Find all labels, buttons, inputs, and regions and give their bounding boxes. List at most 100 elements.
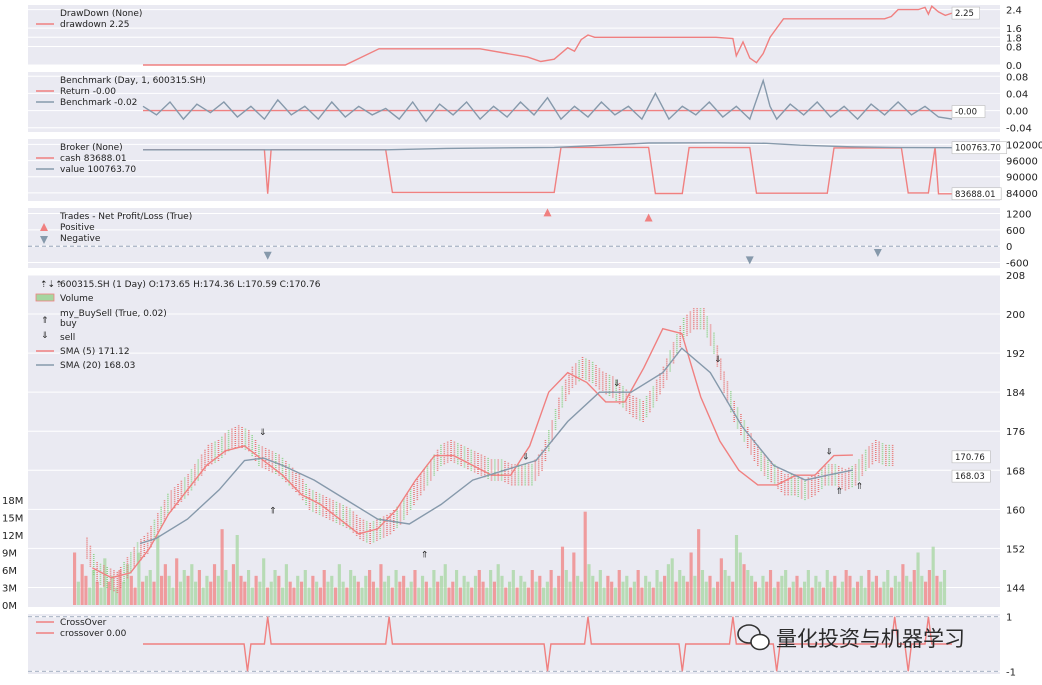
volume-bar (333, 587, 338, 605)
volume-bar (530, 570, 534, 605)
volume-bar (156, 535, 160, 605)
sell-arrow-icon: ⇓ (259, 428, 267, 438)
volume-bar (761, 575, 765, 605)
volume-bar (613, 587, 618, 605)
y-tick-label: 152 (1006, 544, 1025, 555)
volume-bar (610, 581, 614, 605)
volume-bar (886, 570, 890, 605)
volume-bar (413, 570, 417, 605)
volume-bar (670, 558, 674, 605)
volume-bar (390, 587, 394, 605)
volume-bar (163, 564, 167, 605)
volume-bar (757, 587, 761, 605)
volume-bar (874, 575, 879, 605)
volume-bar (504, 587, 508, 605)
legend-label: Negative (60, 234, 101, 244)
buy-arrow-icon: ⇑ (41, 316, 49, 326)
volume-bar (84, 575, 88, 605)
volume-bar (178, 581, 183, 605)
volume-bar (402, 575, 406, 605)
volume-bar (772, 587, 776, 605)
volume-bar (76, 581, 80, 605)
volume-bar (727, 575, 731, 605)
volume-bar (526, 587, 531, 605)
volume-bar (152, 581, 156, 605)
volume-bar (88, 587, 92, 605)
volume-bar (477, 570, 481, 605)
volume-bar (602, 587, 606, 605)
volume-bar (818, 581, 822, 605)
volume-bar (360, 587, 364, 605)
volume-bar (292, 587, 296, 605)
volume-bar (167, 575, 171, 605)
volume-bar (110, 575, 114, 605)
last-value-tag: -0.00 (955, 108, 977, 118)
y-tick-label: 102000 (1006, 140, 1042, 151)
volume-bar (523, 581, 527, 605)
volume-bar (606, 575, 610, 605)
volume-bar (220, 529, 224, 605)
volume-bar (871, 581, 875, 605)
wechat-icon-bubble (750, 633, 770, 651)
volume-bar (451, 581, 455, 605)
volume-bar (209, 581, 213, 605)
volume-bar (519, 575, 523, 605)
volume-bar (114, 587, 118, 605)
volume-bar (515, 587, 519, 605)
y-tick-label: 0.00 (1006, 107, 1028, 118)
volume-tick-label: 9M (2, 549, 17, 560)
volume-bar (447, 587, 451, 605)
volume-bar (315, 581, 319, 605)
volume-tick-label: 18M (2, 496, 23, 507)
last-value-tag-box (951, 6, 980, 20)
volume-bar (579, 581, 583, 605)
volume-bar (349, 570, 353, 605)
y-tick-label: 0.08 (1006, 72, 1028, 83)
buy-arrow-icon: ⇑ (421, 551, 429, 561)
volume-tick-label: 6M (2, 566, 17, 577)
volume-bar (564, 570, 568, 605)
volume-bar (795, 575, 799, 605)
volume-bar (246, 570, 251, 605)
y-tick-label: 1.6 (1006, 24, 1022, 35)
sell-arrow-icon: ⇓ (613, 379, 621, 389)
volume-bar (666, 564, 670, 605)
volume-bar (629, 587, 633, 605)
volume-bar (383, 581, 387, 605)
volume-bar (462, 575, 466, 605)
volume-bar (228, 581, 232, 605)
volume-bar (829, 581, 833, 605)
volume-bar (148, 570, 152, 605)
drawdown-line-0 (143, 5, 953, 66)
volume-bar (708, 575, 712, 605)
volume-bar (924, 581, 928, 605)
legend-label: Return -0.00 (60, 87, 116, 97)
volume-bar (394, 570, 398, 605)
volume-bar (549, 570, 553, 605)
legend-label: Benchmark -0.02 (60, 98, 137, 108)
volume-bar (802, 581, 807, 605)
volume-bar (893, 575, 897, 605)
y-tick-label: 90000 (1006, 173, 1038, 184)
volume-bar (844, 570, 848, 605)
volume-bar (250, 587, 254, 605)
volume-bar (568, 581, 572, 605)
last-value-tag: 83688.01 (955, 190, 996, 200)
volume-bar (201, 587, 205, 605)
negative-trade-marker (873, 249, 882, 257)
volume-bar (205, 575, 209, 605)
volume-bar (235, 535, 239, 605)
volume-bar (182, 570, 186, 605)
volume-bar (122, 581, 126, 605)
volume-bar (171, 587, 175, 605)
broker-line-1 (143, 142, 953, 151)
volume-bar (576, 575, 580, 605)
y-tick-label: 96000 (1006, 157, 1038, 168)
positive-trade-marker (644, 213, 653, 222)
volume-bar (432, 570, 436, 605)
y-tick-label: 1.8 (1006, 33, 1022, 44)
volume-tick-label: 12M (2, 531, 23, 542)
legend-title: Benchmark (Day, 1, 600315.SH) (60, 76, 206, 86)
volume-bar (738, 552, 742, 605)
volume-bar (492, 581, 496, 605)
